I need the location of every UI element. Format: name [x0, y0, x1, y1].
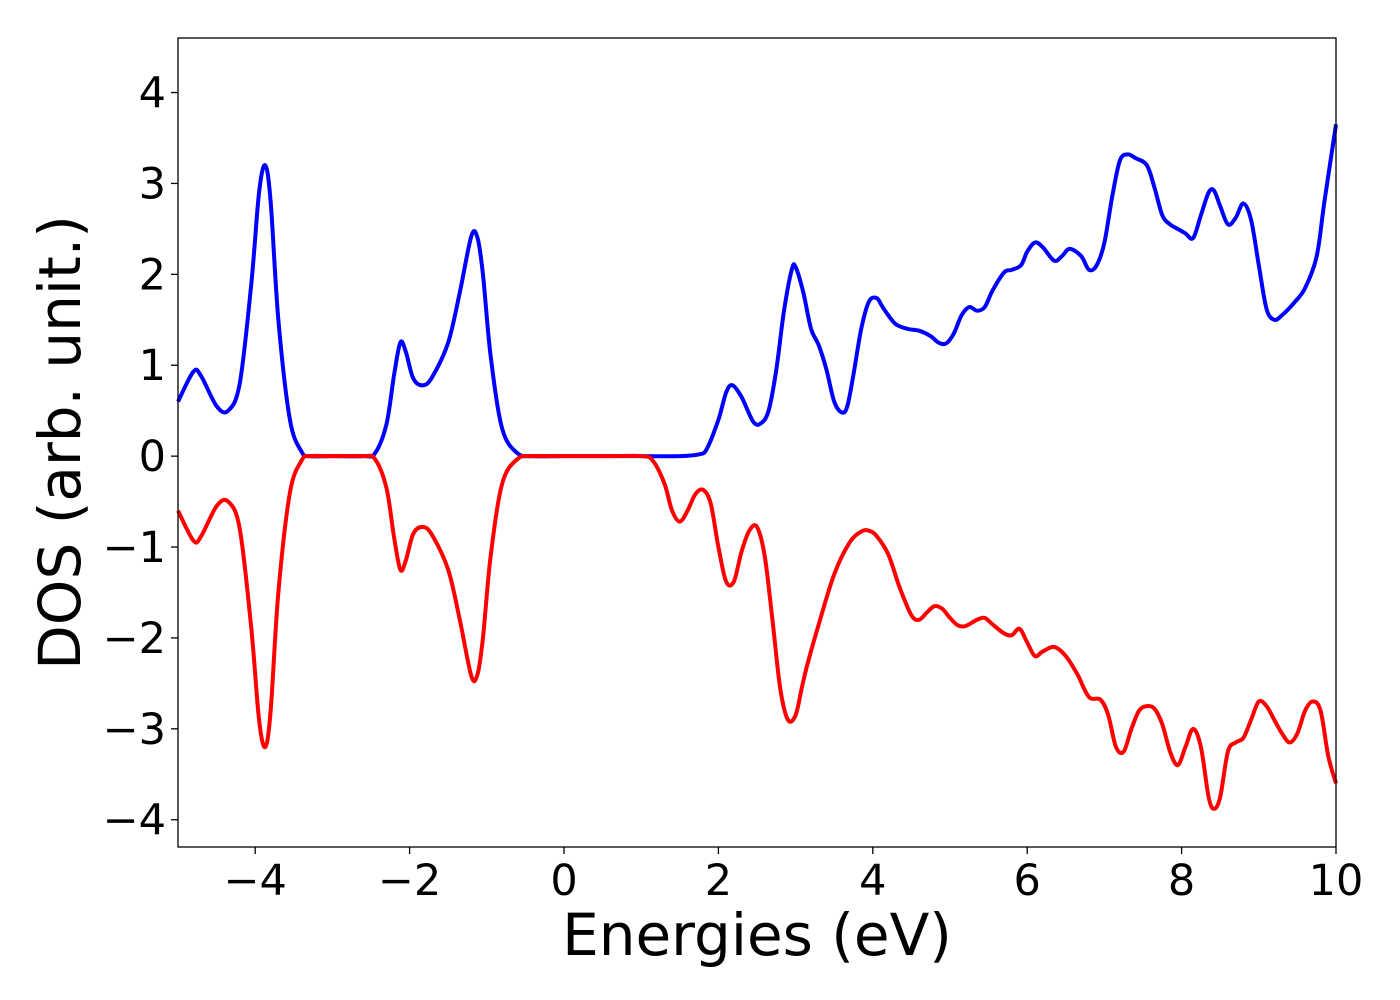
y-tick-label: 1 — [139, 341, 166, 391]
x-tick-label: 8 — [1168, 856, 1195, 906]
x-axis-label: Energies (eV) — [562, 901, 952, 969]
x-tick-label: 4 — [859, 856, 886, 906]
series-layer — [176, 124, 1338, 811]
y-tick-label: −2 — [103, 614, 166, 664]
y-tick-label: 0 — [139, 432, 166, 482]
x-tick-label: 2 — [705, 856, 732, 906]
y-tick-label: 2 — [139, 250, 166, 300]
y-tick-label: −3 — [103, 705, 166, 755]
x-tick-label: 0 — [550, 856, 577, 906]
y-tick-label: −1 — [103, 523, 166, 573]
plot-frame — [177, 37, 1337, 848]
x-tick-label: −2 — [378, 856, 441, 906]
y-axis-label: DOS (arb. unit.) — [26, 215, 94, 670]
y-tick-label: 4 — [139, 69, 166, 119]
series-line-1 — [176, 124, 1338, 459]
ticks-layer: −4 −2 0 2 4 6 8 10 −4 −3 −2 −1 0 1 2 3 4 — [103, 69, 1364, 906]
y-tick-label: 3 — [139, 159, 166, 209]
x-tick-label: 6 — [1014, 856, 1041, 906]
x-tick-label: 10 — [1309, 856, 1364, 906]
series-line-2 — [176, 453, 1338, 811]
y-tick-label: −4 — [103, 796, 166, 846]
x-tick-label: −4 — [224, 856, 287, 906]
